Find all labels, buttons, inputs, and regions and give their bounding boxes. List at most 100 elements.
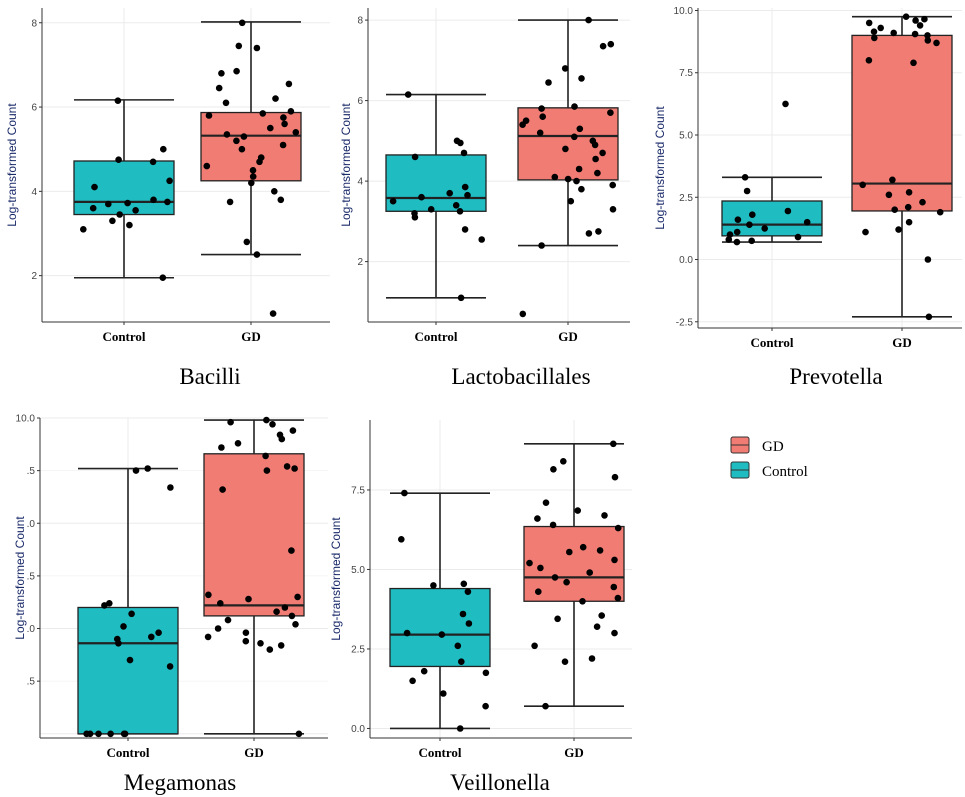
veillonella-point-control — [465, 620, 473, 627]
lactobacillales-point-gd — [585, 230, 593, 237]
prevotella-point-control — [725, 236, 733, 243]
veillonella-point-control — [460, 580, 468, 588]
prevotella-point-gd — [911, 30, 919, 38]
veillonella-point-gd — [593, 623, 601, 630]
prevotella-point-control — [733, 228, 741, 236]
lactobacillales-ytick-label: 8 — [357, 16, 363, 27]
megamonas-point-control — [144, 465, 151, 472]
bacilli-iqr-control — [73, 160, 175, 216]
bacilli-point-gd — [281, 120, 288, 128]
megamonas-point-gd — [266, 646, 274, 653]
lactobacillales-point-gd — [567, 197, 575, 205]
veillonella-point-gd — [579, 598, 586, 605]
lactobacillales-y-axis-title: Log-transformed Count — [339, 103, 353, 227]
bacilli-ytick-label: 8 — [31, 18, 37, 29]
veillonella-point-gd — [579, 543, 587, 551]
prevotella-point-gd — [924, 256, 932, 263]
prevotella-point-gd — [885, 191, 893, 199]
megamonas-ytick-label: .5 — [27, 571, 36, 582]
legend-item-gd: GD — [730, 436, 784, 455]
veillonella-point-gd — [601, 512, 608, 519]
prevotella-point-control — [748, 237, 755, 245]
lactobacillales-point-gd — [599, 149, 606, 157]
prevotella-point-gd — [859, 181, 866, 189]
megamonas-point-control — [126, 656, 134, 664]
lactobacillales-point-control — [418, 193, 425, 201]
lactobacillales-point-gd — [592, 155, 599, 163]
prevotella-ytick-label: -2.5 — [676, 317, 694, 328]
veillonella-point-gd — [566, 548, 573, 556]
prevotella-point-gd — [924, 37, 932, 44]
veillonella-point-control — [409, 677, 416, 685]
veillonella-point-gd — [610, 583, 618, 591]
veillonella-panel: 0.0 2.5 5.0 7.5 Control GD Log-transformed Cou… — [329, 420, 632, 795]
megamonas-point-gd — [219, 486, 226, 493]
bacilli-point-gd — [279, 141, 287, 149]
legend: GD Control — [730, 436, 808, 480]
lactobacillales-point-control — [427, 206, 435, 213]
bacilli-point-gd — [226, 198, 234, 206]
bacilli-ytick-label: 2 — [31, 271, 37, 282]
lactobacillales-box-control — [385, 93, 487, 299]
bacilli-point-gd — [253, 44, 261, 52]
megamonas-point-gd — [257, 640, 264, 647]
veillonella-point-gd — [598, 612, 605, 619]
prevotella-point-gd — [870, 28, 878, 35]
lactobacillales-point-gd — [599, 42, 607, 50]
lactobacillales-point-gd — [573, 177, 580, 185]
prevotella-point-gd — [919, 198, 926, 206]
prevotella-point-gd — [862, 228, 869, 236]
veillonella-point-control — [398, 536, 405, 543]
veillonella-point-gd — [611, 473, 619, 481]
veillonella-point-control — [482, 702, 489, 710]
lactobacillales-ytick-label: 6 — [357, 96, 363, 107]
megamonas-point-gd — [269, 421, 276, 428]
megamonas-point-control — [166, 663, 174, 670]
megamonas-point-gd — [263, 416, 270, 424]
megamonas-xtick-label-control: Control — [106, 745, 149, 760]
prevotella-point-control — [794, 233, 802, 241]
veillonella-point-control — [440, 690, 447, 697]
bacilli-point-gd — [253, 251, 261, 258]
veillonella-point-gd — [542, 499, 550, 507]
megamonas-ytick-label: .0 — [27, 624, 36, 635]
prevotella-panel: -2.5 0.0 2.5 5.0 7.5 10.0 Control GD Log-transfo… — [653, 6, 962, 389]
lactobacillales-point-gd — [607, 109, 614, 116]
megamonas-point-control — [128, 610, 135, 618]
bacilli-point-control — [159, 274, 167, 282]
lactobacillales-point-gd — [609, 206, 617, 213]
bacilli-point-gd — [205, 112, 213, 119]
veillonella-point-gd — [550, 466, 557, 473]
megamonas-point-gd — [263, 467, 271, 474]
megamonas-point-gd — [292, 621, 299, 628]
bacilli-point-gd — [280, 114, 287, 121]
megamonas-point-control — [107, 730, 114, 738]
veillonella-ytick-label: 2.5 — [351, 644, 365, 655]
veillonella-box-gd — [523, 443, 625, 708]
megamonas-ytick-label: 10.0 — [16, 414, 36, 425]
veillonella-panel-title: Veillonella — [450, 770, 550, 795]
bacilli-point-control — [160, 145, 167, 153]
lactobacillales-point-gd — [585, 16, 592, 24]
prevotella-point-gd — [905, 189, 913, 196]
veillonella-point-control — [464, 588, 472, 595]
bacilli-panel-title: Bacilli — [179, 364, 240, 389]
megamonas-point-control — [148, 633, 155, 641]
veillonella-point-control — [454, 642, 462, 650]
veillonella-point-control — [482, 669, 490, 677]
lactobacillales-point-control — [461, 183, 469, 191]
legend-label-control: Control — [762, 464, 808, 480]
lactobacillales-iqr-gd — [517, 107, 619, 181]
bacilli-point-gd — [272, 95, 279, 102]
veillonella-xtick-label-gd: GD — [564, 745, 584, 760]
veillonella-box-control — [389, 492, 491, 730]
lactobacillales-iqr-control — [385, 154, 487, 212]
megamonas-point-control — [167, 484, 174, 491]
lactobacillales-point-gd — [571, 133, 578, 141]
bacilli-point-gd — [257, 154, 265, 161]
veillonella-point-gd — [596, 547, 604, 554]
bacilli-point-control — [105, 200, 112, 208]
prevotella-point-control — [734, 216, 742, 223]
bacilli-point-control — [126, 221, 133, 229]
